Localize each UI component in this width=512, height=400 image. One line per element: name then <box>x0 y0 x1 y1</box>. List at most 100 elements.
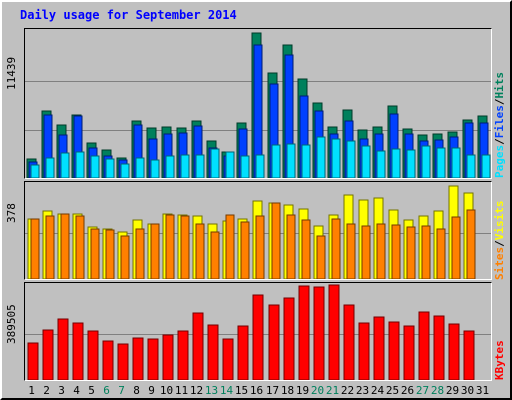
kbytes-bar <box>192 312 204 380</box>
pages-bar <box>255 154 265 178</box>
kbytes-bar <box>237 325 249 380</box>
kbytes-bar <box>463 330 475 380</box>
pages-bar <box>361 145 371 178</box>
kbytes-bar <box>343 304 355 380</box>
x-tick-label: 3 <box>58 384 65 397</box>
sites-bar <box>210 231 220 279</box>
kbytes-bar <box>87 330 99 380</box>
pages-bar <box>331 138 341 178</box>
x-tick-label: 26 <box>400 384 415 397</box>
sites-bar <box>255 215 265 279</box>
kbytes-bar <box>373 316 385 380</box>
pages-bar <box>436 147 446 178</box>
pages-bar <box>481 154 491 178</box>
sites-bar <box>45 215 55 279</box>
sites-bar <box>376 223 386 279</box>
pages-bar <box>406 149 416 178</box>
x-tick-label: 24 <box>370 384 385 397</box>
pages-bar <box>120 163 130 178</box>
x-tick-label: 16 <box>249 384 264 397</box>
files-bar <box>299 95 309 178</box>
legend-separator: / <box>493 98 506 106</box>
pages-bar <box>466 154 476 178</box>
x-tick-label: 15 <box>234 384 249 397</box>
pages-bar <box>391 148 401 178</box>
kbytes-bar <box>132 337 144 380</box>
x-tick-label: 9 <box>148 384 155 397</box>
legend-pages: Pages <box>493 144 506 178</box>
kbytes-bar <box>358 322 370 380</box>
visits-max-label: 378 <box>5 203 18 223</box>
kbytes-bar <box>252 294 264 380</box>
x-tick-label: 18 <box>280 384 295 397</box>
x-tick-label: 11 <box>174 384 189 397</box>
files-bar <box>238 128 248 178</box>
x-tick-label: 25 <box>385 384 400 397</box>
x-tick-label: 21 <box>325 384 340 397</box>
kbytes-plot <box>25 284 491 380</box>
files-bar <box>253 44 263 178</box>
legend-separator: / <box>493 138 506 145</box>
sites-bar <box>436 228 446 279</box>
kbytes-bar <box>403 325 415 380</box>
sites-bar <box>75 215 85 279</box>
sites-bar <box>60 213 70 279</box>
kbytes-legend: KBytes <box>493 284 506 380</box>
pages-bar <box>30 164 40 178</box>
pages-bar <box>421 145 431 178</box>
visits-sites-panel <box>24 181 492 280</box>
sites-bar <box>301 219 311 279</box>
x-tick-label: 22 <box>340 384 355 397</box>
files-bar <box>73 115 83 178</box>
legend-sites: Sites <box>493 246 506 280</box>
sites-bar <box>225 214 235 279</box>
hits-files-pages-panel <box>24 28 492 179</box>
sites-bar <box>30 218 40 279</box>
pages-bar <box>135 157 145 178</box>
sites-bar <box>361 225 371 279</box>
x-tick-label: 29 <box>445 384 460 397</box>
x-tick-label: 28 <box>430 384 445 397</box>
pages-bar <box>165 155 175 178</box>
kbytes-max-label: 389505 <box>5 304 18 344</box>
kbytes-bar <box>298 285 310 380</box>
sites-bar <box>316 235 326 279</box>
x-tick-label: 27 <box>415 384 430 397</box>
sites-bar <box>451 216 461 279</box>
files-bar <box>389 113 399 178</box>
pages-bar <box>150 159 160 178</box>
sites-bar <box>346 223 356 279</box>
legend-files: Files <box>493 105 506 139</box>
pages-bar <box>240 155 250 178</box>
x-tick-label: 10 <box>159 384 174 397</box>
x-tick-label: 6 <box>103 384 110 397</box>
kbytes-bar <box>42 329 54 380</box>
files-bar <box>133 124 143 178</box>
kbytes-bar <box>313 286 325 380</box>
pages-bar <box>90 155 100 178</box>
files-bar <box>479 122 489 178</box>
hits-max-label: 11439 <box>5 56 18 90</box>
x-axis-labels: 1 2 3 4 5 6 7 8 9 10 11 12 13 14 15 16 17 18 19 20 21 22 23 24 2… <box>24 384 492 398</box>
pages-bar <box>376 150 386 178</box>
sites-bar <box>180 215 190 279</box>
kbytes-bar <box>117 343 129 380</box>
pages-bar <box>286 143 296 178</box>
x-tick-label: 23 <box>355 384 370 397</box>
legend-visits: Visits <box>493 200 506 241</box>
x-tick-label: 4 <box>73 384 80 397</box>
files-bar <box>269 83 279 178</box>
pages-bar <box>75 151 85 178</box>
pages-bar <box>45 157 55 178</box>
x-tick-label: 31 <box>475 384 490 397</box>
kbytes-bar <box>162 334 174 380</box>
pages-bar <box>195 154 205 178</box>
hits-legend: Pages/Files/Hits <box>493 30 506 178</box>
sites-bar <box>105 229 115 279</box>
hits-files-pages-plot <box>25 32 491 178</box>
kbytes-bar <box>448 323 460 380</box>
x-tick-label: 19 <box>295 384 310 397</box>
files-bar <box>43 114 53 178</box>
kbytes-bar <box>268 304 280 380</box>
